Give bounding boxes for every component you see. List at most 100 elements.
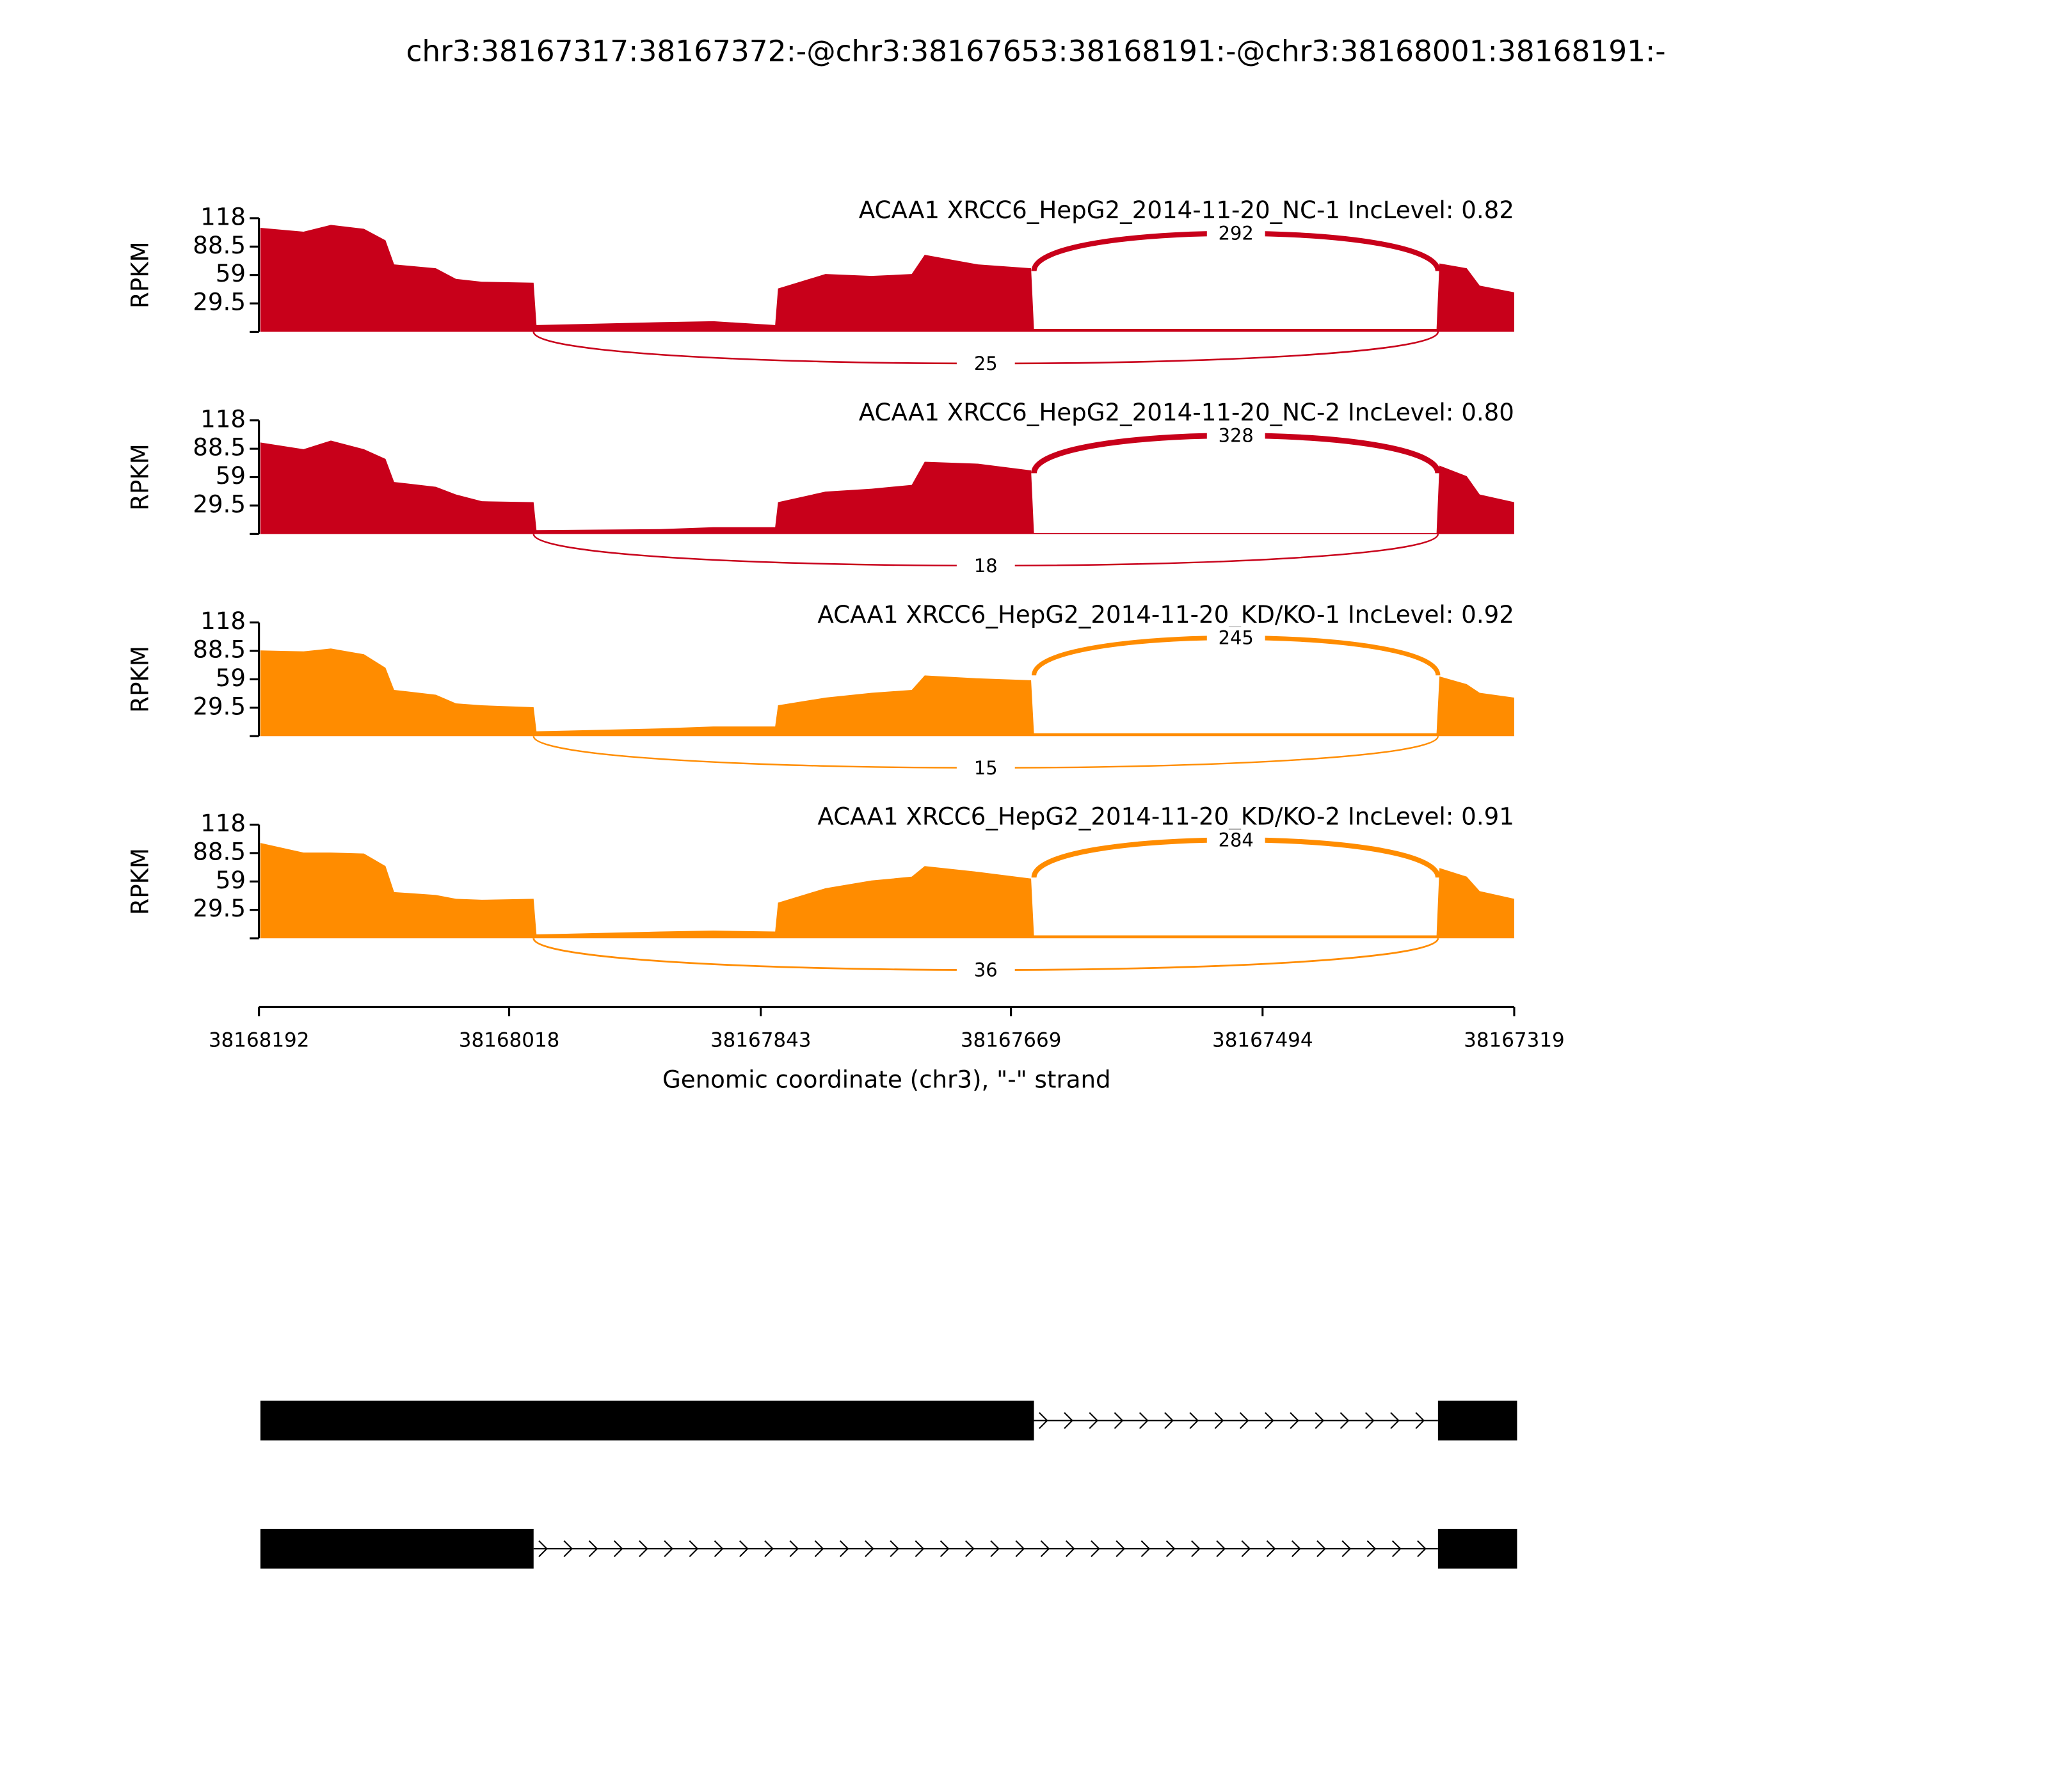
strand-chevron <box>814 1540 824 1557</box>
exon <box>260 1528 534 1569</box>
strand-chevron <box>1417 1540 1427 1557</box>
junction-label: 328 <box>1219 425 1254 447</box>
strand-chevron <box>1239 1412 1249 1429</box>
strand-chevron <box>1265 1412 1274 1429</box>
junction-label-bg <box>1206 425 1265 447</box>
series-label: ACAA1 XRCC6_HepG2_2014-11-20_KD/KO-2 Inc… <box>817 803 1514 831</box>
strand-chevron <box>1116 1540 1126 1557</box>
junction-label-bg <box>956 353 1015 374</box>
strand-chevron <box>1214 1412 1224 1429</box>
strand-chevron <box>588 1540 598 1557</box>
y-axis-label: RPKM <box>126 444 154 511</box>
strand-chevron <box>613 1540 623 1557</box>
strand-chevron <box>1040 1540 1050 1557</box>
y-tick-label: 59 <box>216 462 246 490</box>
y-axis-label: RPKM <box>126 848 154 915</box>
strand-chevron <box>1039 1412 1048 1429</box>
y-tick-label: 88.5 <box>193 232 246 259</box>
junction-label: 18 <box>974 555 998 577</box>
junction-label: 284 <box>1219 829 1254 851</box>
strand-chevron <box>1015 1540 1025 1557</box>
strand-chevron <box>890 1540 900 1557</box>
junction-label: 292 <box>1219 223 1254 244</box>
x-tick-label: 38167669 <box>961 1029 1062 1052</box>
y-tick-label: 118 <box>200 203 246 230</box>
strand-chevron <box>1089 1412 1099 1429</box>
exon <box>260 1400 1034 1441</box>
strand-chevron <box>563 1540 573 1557</box>
strand-chevron <box>739 1540 749 1557</box>
strand-chevron <box>915 1540 925 1557</box>
strand-chevron <box>1366 1540 1377 1557</box>
y-tick-label: 88.5 <box>193 434 246 461</box>
y-tick-label: 59 <box>216 867 246 894</box>
strand-chevron <box>1266 1540 1276 1557</box>
strand-chevron <box>1415 1412 1425 1429</box>
coverage-area <box>260 440 1514 534</box>
strand-chevron <box>1292 1540 1301 1557</box>
strand-chevron <box>664 1540 673 1557</box>
strand-chevron <box>1340 1412 1350 1429</box>
junction-label: 25 <box>974 353 998 374</box>
x-tick-label: 38167494 <box>1212 1029 1313 1052</box>
junction-label-bg <box>956 757 1015 779</box>
junction-label-bg <box>956 959 1015 981</box>
x-tick-label: 38167319 <box>1464 1029 1565 1052</box>
y-axis-label: RPKM <box>126 646 154 713</box>
y-tick-label: 59 <box>216 664 246 692</box>
x-tick-label: 38168018 <box>459 1029 560 1052</box>
strand-chevron <box>1140 1540 1151 1557</box>
y-axis-label: RPKM <box>126 241 154 308</box>
junction-label: 15 <box>974 757 998 779</box>
strand-chevron <box>1341 1540 1352 1557</box>
strand-chevron <box>1165 1540 1176 1557</box>
strand-chevron <box>940 1540 950 1557</box>
strand-chevron <box>1315 1412 1325 1429</box>
y-tick-label: 88.5 <box>193 838 246 865</box>
strand-chevron <box>639 1540 648 1557</box>
series-label: ACAA1 XRCC6_HepG2_2014-11-20_NC-1 IncLev… <box>859 196 1514 224</box>
series-label: ACAA1 XRCC6_HepG2_2014-11-20_NC-2 IncLev… <box>859 399 1514 426</box>
strand-chevron <box>1241 1540 1251 1557</box>
strand-chevron <box>1390 1412 1400 1429</box>
coverage-area <box>260 225 1514 332</box>
strand-chevron <box>965 1540 975 1557</box>
series-label: ACAA1 XRCC6_HepG2_2014-11-20_KD/KO-1 Inc… <box>817 601 1514 628</box>
strand-chevron <box>1139 1412 1149 1429</box>
y-tick-label: 29.5 <box>193 895 246 922</box>
strand-chevron <box>1064 1412 1073 1429</box>
strand-chevron <box>1189 1412 1199 1429</box>
strand-chevron <box>789 1540 799 1557</box>
y-tick-label: 59 <box>216 260 246 287</box>
strand-chevron <box>538 1540 548 1557</box>
x-tick-label: 38168192 <box>209 1029 310 1052</box>
strand-chevron <box>1191 1540 1201 1557</box>
strand-chevron <box>1391 1540 1402 1557</box>
strand-chevron <box>1290 1412 1299 1429</box>
exon <box>1437 1528 1517 1569</box>
x-tick-label: 38167843 <box>710 1029 812 1052</box>
exon <box>1437 1400 1517 1441</box>
strand-chevron <box>1316 1540 1326 1557</box>
junction-label: 36 <box>974 959 998 981</box>
junction-label-bg <box>956 555 1015 577</box>
strand-chevron <box>689 1540 699 1557</box>
junction-label-bg <box>1206 223 1265 244</box>
strand-chevron <box>839 1540 849 1557</box>
y-tick-label: 118 <box>200 810 246 837</box>
strand-chevron <box>865 1540 874 1557</box>
y-tick-label: 118 <box>200 405 246 433</box>
y-tick-label: 29.5 <box>193 289 246 316</box>
strand-chevron <box>1216 1540 1226 1557</box>
strand-chevron <box>1114 1412 1124 1429</box>
y-tick-label: 88.5 <box>193 636 246 664</box>
y-tick-label: 29.5 <box>193 692 246 720</box>
strand-chevron <box>764 1540 774 1557</box>
junction-label: 245 <box>1219 627 1254 648</box>
strand-chevron <box>1365 1412 1375 1429</box>
y-tick-label: 118 <box>200 607 246 635</box>
strand-chevron <box>1164 1412 1174 1429</box>
chart-title: chr3:38167317:38167372:-@chr3:38167653:3… <box>406 34 1665 68</box>
strand-chevron <box>714 1540 724 1557</box>
